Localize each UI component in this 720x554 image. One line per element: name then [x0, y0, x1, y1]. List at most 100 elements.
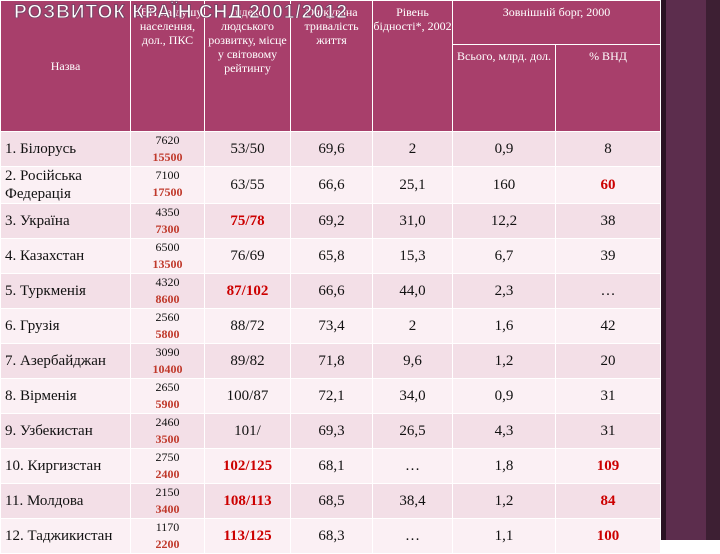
poverty-level: 34,0 — [372, 378, 453, 414]
debt-gni: 31 — [555, 413, 661, 449]
gdp-2001: 6500 — [155, 240, 180, 254]
table-row: 2. Російська Федерація 7100 17500 63/55 66,6… — [0, 166, 661, 204]
debt-total: 0,9 — [452, 131, 556, 167]
gdp-2012: 17500 — [152, 185, 183, 199]
gdp-2012: 10400 — [152, 362, 183, 376]
life-expectancy: 66,6 — [290, 273, 373, 309]
poverty-level: 25,1 — [372, 166, 453, 204]
debt-total: 1,1 — [452, 518, 556, 554]
hdi-rank: 108/113 — [204, 483, 291, 519]
table-row: 12. Таджикистан 1170 2200 113/125 68,3… 1,1 10… — [0, 518, 661, 554]
gdp-cell: 6500 13500 — [130, 238, 205, 274]
table-row: 11. Молдова 2150 3400 108/113 68,5 38,4 1,2 84 — [0, 483, 661, 519]
debt-gni: 84 — [555, 483, 661, 519]
header-life-expectancy: Очікувана тривалість життя — [290, 0, 373, 132]
gdp-2001: 2750 — [155, 450, 180, 464]
header-external-debt: Зовнішній борг, 2000 — [452, 0, 661, 45]
gdp-2001: 4320 — [155, 275, 180, 289]
hdi-rank: 102/125 — [204, 448, 291, 484]
table-row: 4. Казахстан 6500 13500 76/69 65,8 15,3 6,7 39 — [0, 238, 661, 274]
table-row: 7. Азербайджан 3090 10400 89/82 71,8 9,6 1,2 20 — [0, 343, 661, 379]
gdp-cell: 2460 3500 — [130, 413, 205, 449]
life-expectancy: 73,4 — [290, 308, 373, 344]
country-name: 7. Азербайджан — [0, 343, 131, 379]
gdp-2001: 2150 — [155, 485, 180, 499]
poverty-level: … — [372, 518, 453, 554]
sidebar-divider — [660, 0, 666, 540]
country-name: 10. Киргизстан — [0, 448, 131, 484]
life-expectancy: 69,6 — [290, 131, 373, 167]
debt-total: 1,2 — [452, 343, 556, 379]
country-name: 9. Узбекистан — [0, 413, 131, 449]
gdp-cell: 1170 2200 — [130, 518, 205, 554]
poverty-level: 9,6 — [372, 343, 453, 379]
life-expectancy: 69,3 — [290, 413, 373, 449]
gdp-2012: 2400 — [155, 467, 180, 481]
gdp-2012: 8600 — [155, 292, 180, 306]
cis-development-table: Назва ВВП на душу населення, дол., ПКС І… — [0, 0, 661, 554]
gdp-cell: 4350 7300 — [130, 203, 205, 239]
debt-gni: 20 — [555, 343, 661, 379]
life-expectancy: 71,8 — [290, 343, 373, 379]
life-expectancy: 68,3 — [290, 518, 373, 554]
gdp-2012: 15500 — [152, 150, 183, 164]
debt-total: 6,7 — [452, 238, 556, 274]
life-expectancy: 68,5 — [290, 483, 373, 519]
country-name: 6. Грузія — [0, 308, 131, 344]
hdi-rank: 87/102 — [204, 273, 291, 309]
gdp-2012: 5800 — [155, 327, 180, 341]
poverty-level: 2 — [372, 308, 453, 344]
sidebar-edge — [706, 0, 720, 540]
table-row: 1. Білорусь 7620 15500 53/50 69,6 2 0,9 8 — [0, 131, 661, 167]
debt-gni: 109 — [555, 448, 661, 484]
country-name: 4. Казахстан — [0, 238, 131, 274]
sidebar-band — [666, 0, 706, 540]
gdp-2001: 2560 — [155, 310, 180, 324]
country-name: 3. Україна — [0, 203, 131, 239]
gdp-cell: 7620 15500 — [130, 131, 205, 167]
gdp-2012: 2200 — [155, 537, 180, 551]
debt-total: 1,8 — [452, 448, 556, 484]
gdp-2001: 7620 — [155, 133, 180, 147]
slide-title: РОЗВИТОК КРАЇН СНД 2001/2012 — [14, 2, 348, 19]
country-name: 8. Вірменія — [0, 378, 131, 414]
country-name: 1. Білорусь — [0, 131, 131, 167]
poverty-level: 26,5 — [372, 413, 453, 449]
debt-total: 160 — [452, 166, 556, 204]
hdi-rank: 53/50 — [204, 131, 291, 167]
gdp-cell: 4320 8600 — [130, 273, 205, 309]
gdp-cell: 7100 17500 — [130, 166, 205, 204]
country-name: 5. Туркменія — [0, 273, 131, 309]
life-expectancy: 72,1 — [290, 378, 373, 414]
gdp-2012: 13500 — [152, 257, 183, 271]
table-row: 9. Узбекистан 2460 3500 101/69,3 26,5 4,3 31 — [0, 413, 661, 449]
gdp-cell: 2150 3400 — [130, 483, 205, 519]
table-row: 5. Туркменія 4320 8600 87/102 66,6 44,0 2,3… — [0, 273, 661, 309]
gdp-cell: 2750 2400 — [130, 448, 205, 484]
life-expectancy: 65,8 — [290, 238, 373, 274]
life-expectancy: 68,1 — [290, 448, 373, 484]
table-row: 8. Вірменія 2650 5900 100/87 72,1 34,0 0,9 31 — [0, 378, 661, 414]
hdi-rank: 63/55 — [204, 166, 291, 204]
poverty-level: 44,0 — [372, 273, 453, 309]
gdp-cell: 3090 10400 — [130, 343, 205, 379]
hdi-rank: 88/72 — [204, 308, 291, 344]
hdi-rank: 113/125 — [204, 518, 291, 554]
hdi-rank: 76/69 — [204, 238, 291, 274]
gdp-2012: 7300 — [155, 222, 180, 236]
debt-total: 1,6 — [452, 308, 556, 344]
header-poverty: Рівень бідності*, 2002 — [372, 0, 453, 132]
country-name: 11. Молдова — [0, 483, 131, 519]
debt-total: 0,9 — [452, 378, 556, 414]
life-expectancy: 66,6 — [290, 166, 373, 204]
hdi-rank: 100/87 — [204, 378, 291, 414]
gdp-2001: 1170 — [155, 520, 180, 534]
hdi-rank: 89/82 — [204, 343, 291, 379]
debt-gni: 31 — [555, 378, 661, 414]
gdp-2012: 5900 — [155, 397, 180, 411]
debt-total: 2,3 — [452, 273, 556, 309]
debt-gni: 8 — [555, 131, 661, 167]
gdp-2012: 3500 — [155, 432, 180, 446]
debt-gni: 39 — [555, 238, 661, 274]
table-row: 6. Грузія 2560 5800 88/72 73,4 2 1,6 42 — [0, 308, 661, 344]
